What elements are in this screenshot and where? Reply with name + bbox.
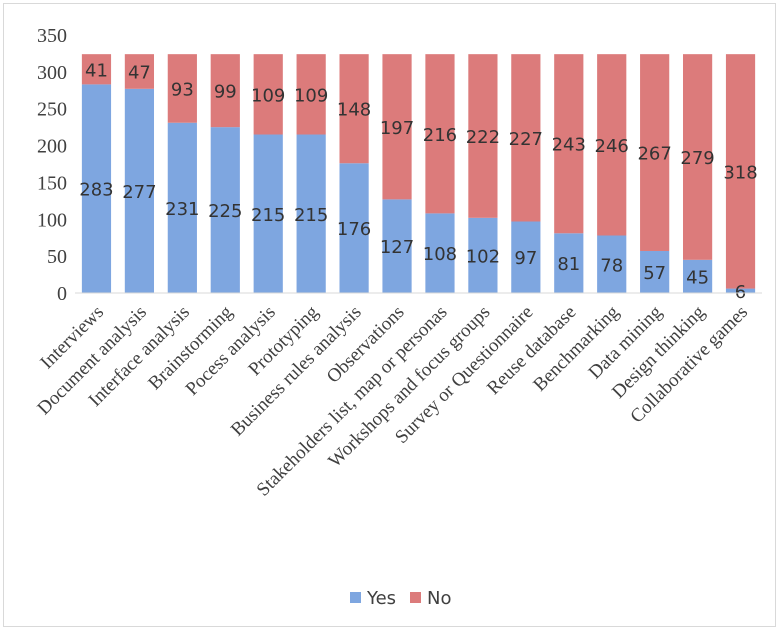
bar-yes [296,134,326,293]
data-label-no: 318 [723,162,757,183]
bar-no [382,54,412,200]
data-label-yes: 127 [380,237,414,258]
y-tick-label: 0 [57,283,67,305]
data-labels-group: 283 41 277 47 231 93 225 99 215 109 215 109 176 148 12… [79,60,757,303]
bar-no [253,54,283,135]
y-axis: 0 50 100 150 200 250 300 350 [37,25,67,305]
bar-no [296,54,326,135]
bar-no [339,54,369,164]
data-label-yes: 231 [165,199,199,220]
bar-no [725,54,756,289]
bar-no [468,54,498,218]
data-label-no: 222 [466,127,500,148]
bar-yes [124,88,155,293]
data-label-no: 93 [171,79,194,100]
bar-yes [640,250,670,293]
y-tick-label: 150 [37,172,67,194]
data-label-yes: 102 [466,246,500,267]
bar-yes [167,122,197,293]
bar-yes [725,288,756,293]
bar-no [167,54,197,123]
data-label-yes: 78 [600,255,623,276]
bar-yes [425,213,455,293]
data-label-yes: 45 [686,267,709,288]
bar-no [554,54,584,234]
bar-no [210,54,240,128]
legend: Yes No [350,588,451,609]
data-label-no: 99 [214,82,237,103]
bar-yes [81,84,112,293]
data-label-no: 279 [680,148,714,169]
data-label-yes: 215 [294,205,328,226]
bar-yes [511,221,541,293]
data-label-no: 227 [509,129,543,150]
bar-yes [597,235,627,293]
data-label-yes: 283 [79,180,113,201]
bar-yes [253,134,283,293]
data-label-no: 243 [552,135,586,156]
data-label-yes: 277 [122,182,156,203]
bar-yes [682,259,713,293]
data-label-yes: 81 [557,254,580,275]
data-label-no: 41 [85,60,108,81]
data-label-no: 47 [128,62,151,83]
data-label-no: 109 [251,85,285,106]
bar-yes [382,199,412,293]
bar-no [640,54,670,251]
bar-yes [339,163,369,293]
data-label-yes: 97 [514,248,537,269]
bar-yes [210,127,240,294]
data-label-no: 246 [595,136,629,157]
bars-group [81,54,756,294]
data-label-no: 267 [637,144,671,165]
data-label-yes: 176 [337,219,371,240]
bar-no [511,54,541,222]
legend-no-label: No [427,588,451,609]
data-label-no: 216 [423,125,457,146]
data-label-yes: 108 [423,244,457,265]
legend-yes-swatch [350,592,361,603]
bar-no [682,54,713,260]
y-tick-label: 100 [37,209,67,231]
data-label-yes: 215 [251,205,285,226]
data-label-no: 197 [380,118,414,139]
bar-no [597,54,627,236]
bar-no [124,54,155,89]
data-label-yes: 57 [643,263,666,284]
y-tick-label: 250 [37,99,67,121]
bar-yes [468,217,498,293]
bar-no [425,54,455,214]
legend-no-swatch [410,592,421,603]
y-tick-label: 300 [37,62,67,84]
data-label-yes: 225 [208,201,242,222]
legend-yes-label: Yes [366,588,396,609]
bar-yes [554,233,584,293]
data-label-yes: 6 [735,282,746,303]
data-label-no: 109 [294,85,328,106]
bar-no [81,54,112,85]
y-tick-label: 200 [37,136,67,158]
y-tick-label: 50 [47,246,67,268]
data-label-no: 148 [337,100,371,121]
y-tick-label: 350 [37,25,67,47]
